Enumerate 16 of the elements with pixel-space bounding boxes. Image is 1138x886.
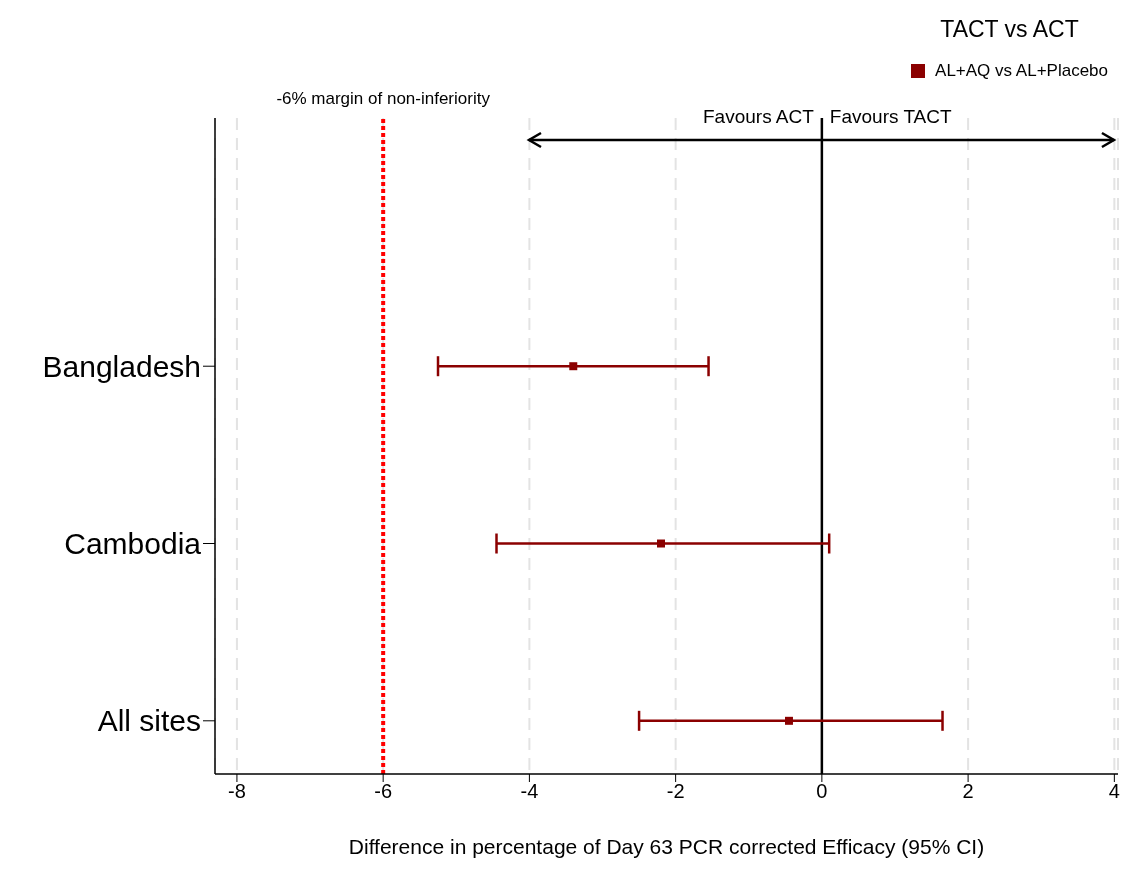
- x-axis-title: Difference in percentage of Day 63 PCR corrected Efficacy (95% CI): [348, 835, 985, 858]
- ref-line-label: -6% margin of non-inferiority: [276, 89, 491, 108]
- x-tick-label: -4: [520, 780, 539, 803]
- y-tick-label: Bangladesh: [42, 349, 201, 383]
- y-tick-label: Cambodia: [64, 527, 202, 561]
- text: Favours ACT: [703, 106, 814, 128]
- text: Favours TACT: [829, 106, 952, 128]
- x-tick-label: -2: [666, 780, 685, 803]
- x-tick-label: -8: [228, 780, 246, 803]
- legend-title: TACT vs ACT: [939, 16, 1080, 43]
- y-tick-label: All sites: [97, 704, 201, 738]
- x-tick-label: 0: [816, 780, 828, 803]
- x-tick-label: 4: [1108, 780, 1120, 803]
- x-tick-label: -6: [374, 780, 393, 803]
- x-tick-label: 2: [962, 780, 974, 803]
- legend-label: AL+AQ vs AL+Placebo: [935, 61, 1108, 81]
